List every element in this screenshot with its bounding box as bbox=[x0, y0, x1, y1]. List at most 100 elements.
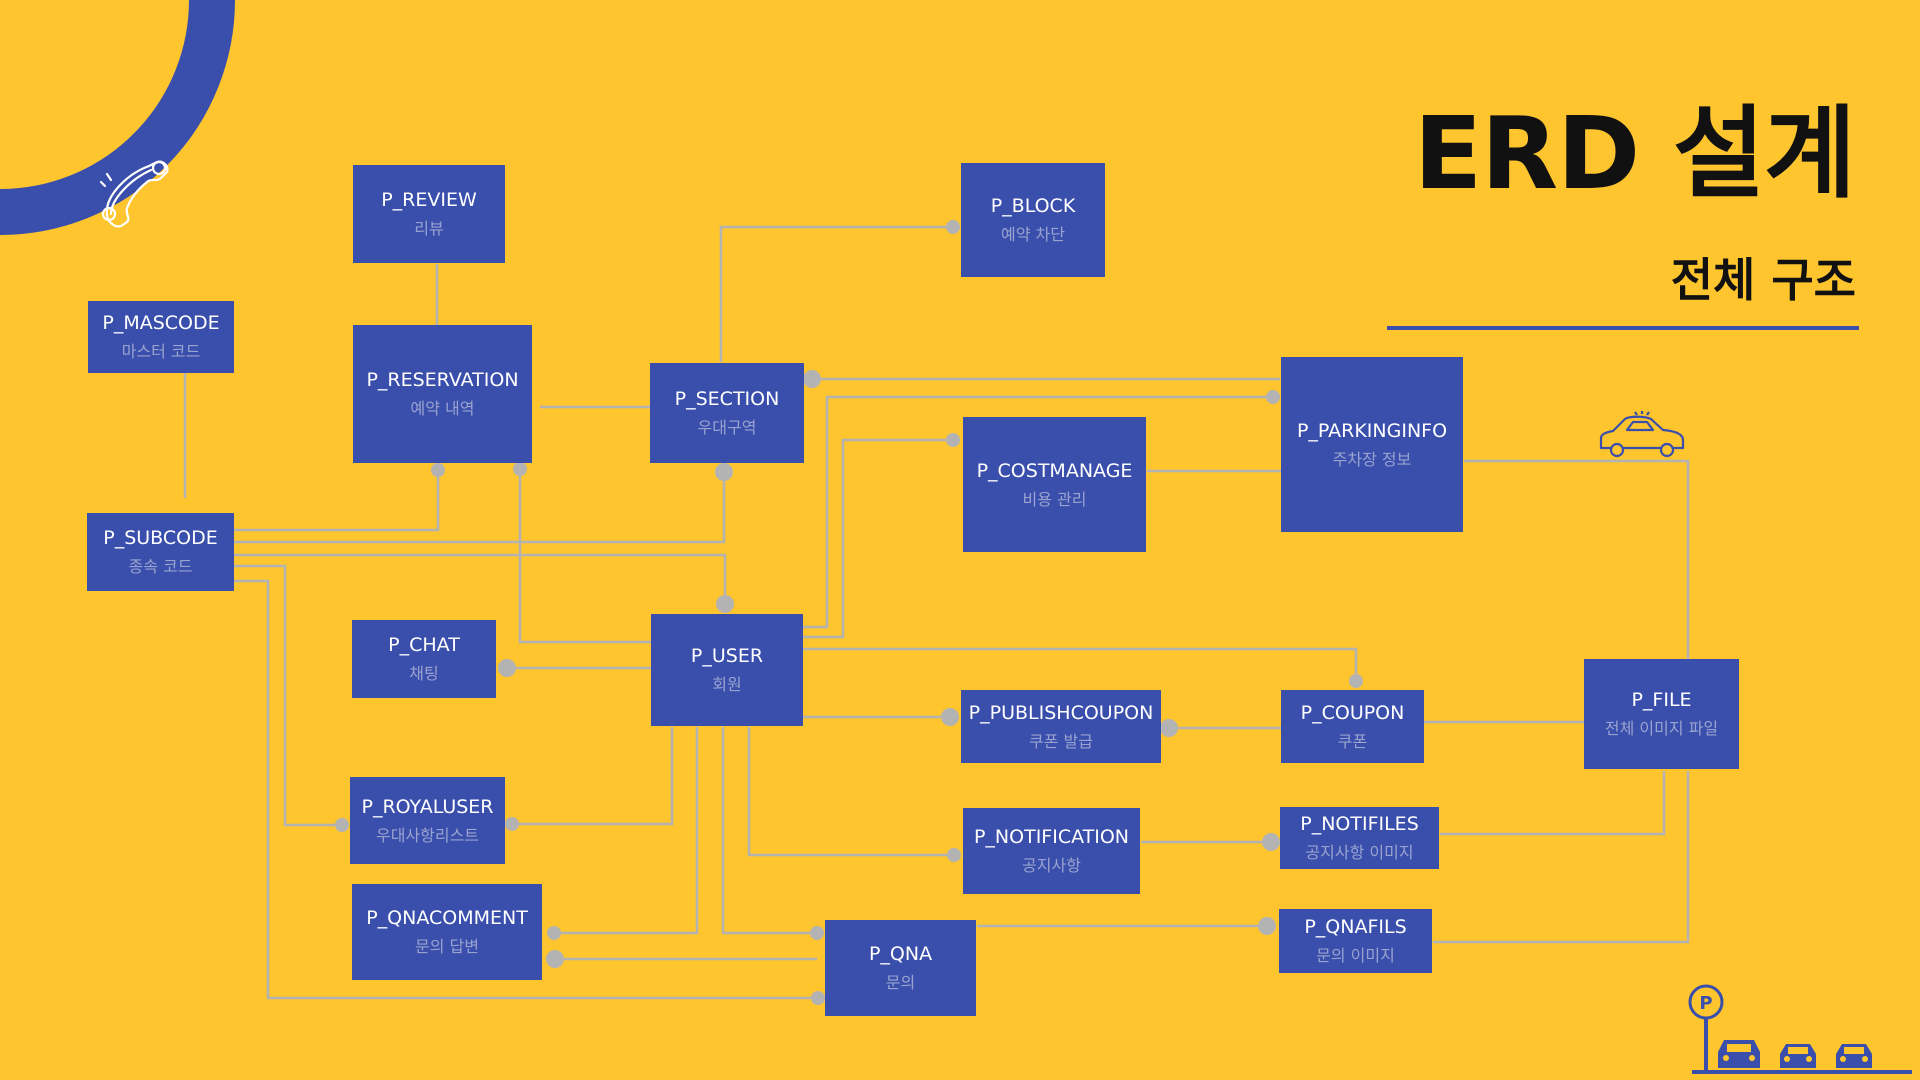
entity-desc: 우대구역 bbox=[697, 418, 757, 437]
entity-name: P_COSTMANAGE bbox=[976, 459, 1133, 482]
entity-qnacomment[interactable]: P_QNACOMMENT 문의 답변 bbox=[352, 884, 542, 980]
entity-name: P_USER bbox=[690, 645, 764, 667]
entity-user[interactable]: P_USER 회원 bbox=[651, 614, 803, 726]
svg-text:P: P bbox=[1699, 993, 1712, 1014]
entity-name: P_QNACOMMENT bbox=[366, 907, 528, 929]
line-subcode-user bbox=[234, 553, 727, 604]
entity-file[interactable]: P_FILE 전체 이미지 파일 bbox=[1584, 659, 1739, 769]
title-underline bbox=[1387, 326, 1859, 330]
entity-block[interactable]: P_BLOCK 예약 차단 bbox=[961, 163, 1105, 277]
connector-dot bbox=[546, 950, 564, 968]
entity-name: P_SUBCODE bbox=[103, 527, 218, 549]
connector-dot bbox=[547, 926, 561, 940]
connector-dot bbox=[810, 926, 824, 940]
parking-icon: P bbox=[1688, 984, 1912, 1074]
entity-subcode[interactable]: P_SUBCODE 종속 코드 bbox=[87, 513, 234, 591]
entity-qna[interactable]: P_QNA 문의 bbox=[825, 920, 976, 1016]
connector-dot bbox=[513, 462, 527, 476]
connector-dot bbox=[715, 463, 733, 481]
entity-desc: 마스터 코드 bbox=[121, 342, 201, 361]
line-reservation-user bbox=[518, 469, 651, 644]
entity-desc: 공지사항 이미지 bbox=[1305, 843, 1414, 862]
entity-desc: 주차장 정보 bbox=[1332, 449, 1412, 469]
connector-dot bbox=[1262, 833, 1280, 851]
entity-name: P_QNAFILS bbox=[1304, 916, 1407, 938]
entity-name: P_PUBLISHCOUPON bbox=[968, 701, 1154, 724]
entity-royaluser[interactable]: P_ROYALUSER 우대사항리스트 bbox=[350, 777, 505, 864]
connector-dot bbox=[505, 817, 519, 831]
line-user-costmanage bbox=[802, 438, 953, 639]
line-subcode-qna bbox=[234, 579, 818, 1000]
line-file-notifiles bbox=[1440, 771, 1666, 836]
entity-name: P_RESERVATION bbox=[366, 369, 519, 391]
entity-coupon[interactable]: P_COUPON 쿠폰 bbox=[1281, 690, 1424, 763]
entity-desc: 종속 코드 bbox=[128, 557, 193, 576]
line-user-notification bbox=[747, 727, 954, 857]
line-user-qnacomment bbox=[554, 727, 699, 935]
line-section-subcode bbox=[234, 472, 726, 544]
page-title: ERD 설계 bbox=[1413, 95, 1856, 212]
entity-desc: 회원 bbox=[712, 675, 742, 694]
entity-name: P_MASCODE bbox=[102, 312, 220, 334]
entity-chat[interactable]: P_CHAT 채팅 bbox=[352, 620, 496, 698]
entity-name: P_QNA bbox=[868, 943, 933, 965]
connector-dot bbox=[946, 220, 960, 234]
entity-name: P_CHAT bbox=[388, 634, 460, 656]
entity-costmanage[interactable]: P_COSTMANAGE 비용 관리 bbox=[963, 417, 1146, 552]
line-section-block bbox=[719, 225, 953, 362]
connector-dot bbox=[811, 991, 825, 1005]
connector-dot bbox=[803, 370, 821, 388]
entity-desc: 문의 이미지 bbox=[1316, 946, 1395, 965]
entity-desc: 리뷰 bbox=[414, 219, 444, 238]
line-user-royaluser bbox=[512, 727, 674, 826]
connector-dot bbox=[947, 848, 961, 862]
entity-publishcoupon[interactable]: P_PUBLISHCOUPON 쿠폰 발급 bbox=[961, 690, 1161, 763]
entity-notification[interactable]: P_NOTIFICATION 공지사항 bbox=[963, 808, 1140, 894]
entity-reservation[interactable]: P_RESERVATION 예약 내역 bbox=[353, 325, 532, 463]
entity-parkinginfo[interactable]: P_PARKINGINFO 주차장 정보 bbox=[1281, 357, 1463, 532]
entity-desc: 전체 이미지 파일 bbox=[1604, 719, 1719, 738]
connector-dot bbox=[1258, 917, 1276, 935]
line-reservation-subcode bbox=[234, 470, 440, 532]
entity-desc: 문의 답변 bbox=[415, 937, 479, 956]
entity-name: P_REVIEW bbox=[381, 189, 477, 211]
connector-dot bbox=[431, 463, 445, 477]
entity-desc: 예약 내역 bbox=[410, 399, 475, 418]
entity-name: P_SECTION bbox=[674, 388, 780, 410]
page-subtitle: 전체 구조 bbox=[1670, 253, 1856, 307]
line-user-coupon bbox=[803, 647, 1358, 681]
car-icon bbox=[1599, 411, 1685, 458]
line-user-qna bbox=[721, 727, 817, 935]
entity-name: P_PARKINGINFO bbox=[1296, 419, 1448, 442]
entity-desc: 예약 차단 bbox=[1001, 225, 1065, 244]
entity-name: P_ROYALUSER bbox=[361, 795, 494, 818]
connector-dot bbox=[946, 433, 960, 447]
entity-qnafils[interactable]: P_QNAFILS 문의 이미지 bbox=[1279, 909, 1432, 973]
connector-dot bbox=[498, 659, 516, 677]
entity-desc: 공지사항 bbox=[1022, 856, 1081, 875]
entity-desc: 쿠폰 bbox=[1337, 731, 1368, 751]
entity-name: P_COUPON bbox=[1300, 701, 1405, 724]
entity-mascode[interactable]: P_MASCODE 마스터 코드 bbox=[88, 301, 234, 373]
entity-notifiles[interactable]: P_NOTIFILES 공지사항 이미지 bbox=[1280, 807, 1439, 869]
phone-icon bbox=[99, 160, 169, 228]
entity-desc: 쿠폰 발급 bbox=[1029, 731, 1093, 751]
line-user-parkinginfo bbox=[802, 395, 1273, 629]
entity-name: P_NOTIFICATION bbox=[973, 826, 1130, 848]
connector-dot bbox=[1160, 719, 1178, 737]
entity-name: P_FILE bbox=[1631, 689, 1692, 711]
line-parkinginfo-file bbox=[1464, 459, 1690, 659]
entity-desc: 우대사항리스트 bbox=[375, 825, 480, 845]
connector-dot bbox=[335, 818, 349, 832]
connector-dot bbox=[716, 595, 734, 613]
entity-name: P_BLOCK bbox=[990, 195, 1076, 217]
entity-desc: 비용 관리 bbox=[1022, 489, 1087, 509]
entity-section[interactable]: P_SECTION 우대구역 bbox=[650, 363, 804, 463]
entity-review[interactable]: P_REVIEW 리뷰 bbox=[353, 165, 505, 263]
line-subcode-royaluser bbox=[234, 564, 342, 827]
connector-dot bbox=[941, 708, 959, 726]
connector-dot bbox=[1266, 390, 1280, 404]
